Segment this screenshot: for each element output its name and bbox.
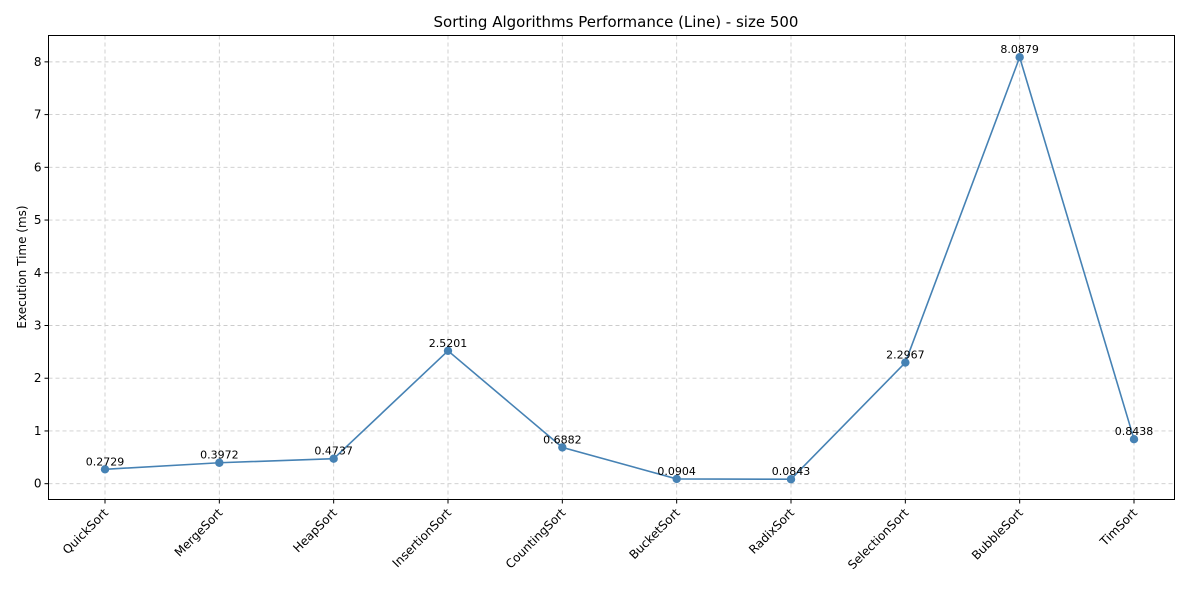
data-point <box>558 443 567 452</box>
y-tick-label: 5 <box>34 213 42 227</box>
x-tick-label: MergeSort <box>172 506 226 560</box>
data-point <box>1015 53 1024 62</box>
data-label: 2.2967 <box>886 349 925 362</box>
y-tick-label: 4 <box>34 266 42 280</box>
data-point <box>1129 434 1139 444</box>
data-label: 8.0879 <box>1000 43 1039 56</box>
data-point <box>329 454 338 463</box>
x-tick-label: SelectionSort <box>845 506 912 573</box>
data-label: 0.0904 <box>657 465 696 478</box>
x-tick-label: BubbleSort <box>969 506 1026 563</box>
x-tick-label: QuickSort <box>60 506 111 557</box>
x-tick-label: HeapSort <box>290 506 340 556</box>
y-tick-label: 2 <box>34 371 42 385</box>
data-label: 2.5201 <box>429 337 468 350</box>
series-line <box>104 54 1135 481</box>
data-label: 0.2729 <box>86 455 125 468</box>
data-label: 0.4737 <box>314 445 353 458</box>
grid <box>48 35 1175 500</box>
data-labels: 0.2729 0.3972 0.4737 2.5201 0.6882 0.0904 0.08… <box>86 43 1154 478</box>
y-tick-label: 3 <box>34 319 42 333</box>
y-tick-label: 1 <box>34 424 42 438</box>
y-axis-label: Execution Time (ms) <box>15 205 29 328</box>
y-tick-label: 7 <box>34 108 42 122</box>
data-point <box>215 458 224 467</box>
y-tick-label: 0 <box>34 477 42 491</box>
x-tick-label: RadixSort <box>746 506 797 557</box>
data-label: 0.0843 <box>772 465 811 478</box>
y-tick-label: 8 <box>34 55 42 69</box>
chart-title: Sorting Algorithms Performance (Line) - … <box>434 13 799 31</box>
x-tick-label: BucketSort <box>626 506 683 563</box>
plot-area <box>48 35 1175 500</box>
data-point <box>443 346 453 356</box>
x-tick-label: InsertionSort <box>390 506 455 571</box>
axis-ticks: 0 1 2 3 4 5 6 7 8 QuickSort MergeSort HeapSort Inser… <box>34 55 1140 572</box>
data-label: 0.8438 <box>1115 425 1154 438</box>
x-tick-label: CountingSort <box>503 506 569 572</box>
series <box>100 53 1139 484</box>
data-point <box>672 474 681 484</box>
data-point <box>100 465 110 474</box>
data-label: 0.6882 <box>543 433 582 446</box>
data-point <box>901 358 910 367</box>
data-point <box>786 475 796 484</box>
x-tick-label: TimSort <box>1097 506 1141 550</box>
data-label: 0.3972 <box>200 449 239 462</box>
y-tick-label: 6 <box>34 160 42 174</box>
